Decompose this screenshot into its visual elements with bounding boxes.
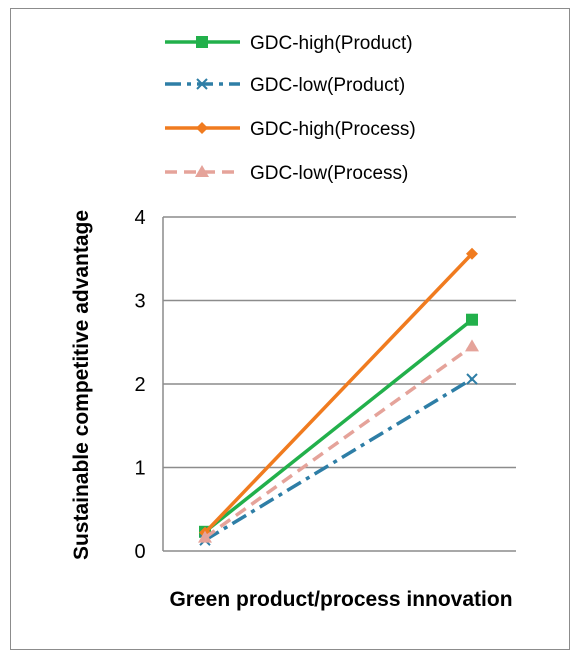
legend-entry: GDC-high(Process)	[165, 119, 416, 140]
series-gdc-high-product	[199, 313, 478, 538]
series-gdc-high-process	[199, 247, 478, 539]
series-lines	[198, 247, 479, 546]
legend-entry: GDC-low(Process)	[165, 163, 408, 184]
y-tick-label: 1	[134, 458, 145, 480]
series-gdc-low-product	[199, 373, 478, 546]
legend-marker	[196, 36, 208, 48]
series-line	[203, 345, 474, 540]
legend-label: GDC-low(Process)	[250, 163, 408, 184]
data-point	[466, 373, 478, 385]
y-tick-label: 0	[134, 541, 145, 563]
series-line	[203, 318, 474, 534]
series-line	[204, 377, 473, 542]
legend: GDC-high(Product) GDC-low(Product) GDC-hig…	[165, 33, 416, 184]
data-point	[465, 339, 479, 352]
legend-marker	[196, 122, 208, 134]
legend-marker	[196, 78, 208, 90]
legend-entry: GDC-high(Product)	[165, 33, 413, 54]
y-tick-label: 3	[134, 291, 145, 313]
legend-marker-stroke	[196, 78, 208, 90]
legend-label: GDC-high(Process)	[250, 119, 416, 140]
y-axis-title: Sustainable competitive advantage	[70, 210, 93, 560]
data-point	[466, 313, 478, 326]
legend-marker	[195, 165, 209, 177]
chart-frame	[10, 8, 570, 650]
data-point	[466, 247, 478, 260]
series-gdc-low-process	[198, 339, 479, 543]
legend-entry: GDC-low(Product)	[165, 75, 405, 96]
series-line	[203, 252, 474, 534]
data-point	[198, 530, 212, 543]
y-tick-label: 4	[134, 207, 145, 229]
y-tick-labels: 0 1 2 3 4	[134, 207, 145, 563]
x-axis-title: Green product/process innovation	[169, 588, 512, 611]
y-tick-label: 2	[134, 374, 145, 396]
legend-label: GDC-low(Product)	[250, 75, 405, 96]
data-point-stroke	[466, 373, 478, 385]
gridlines	[162, 216, 516, 552]
legend-label: GDC-high(Product)	[250, 33, 413, 54]
